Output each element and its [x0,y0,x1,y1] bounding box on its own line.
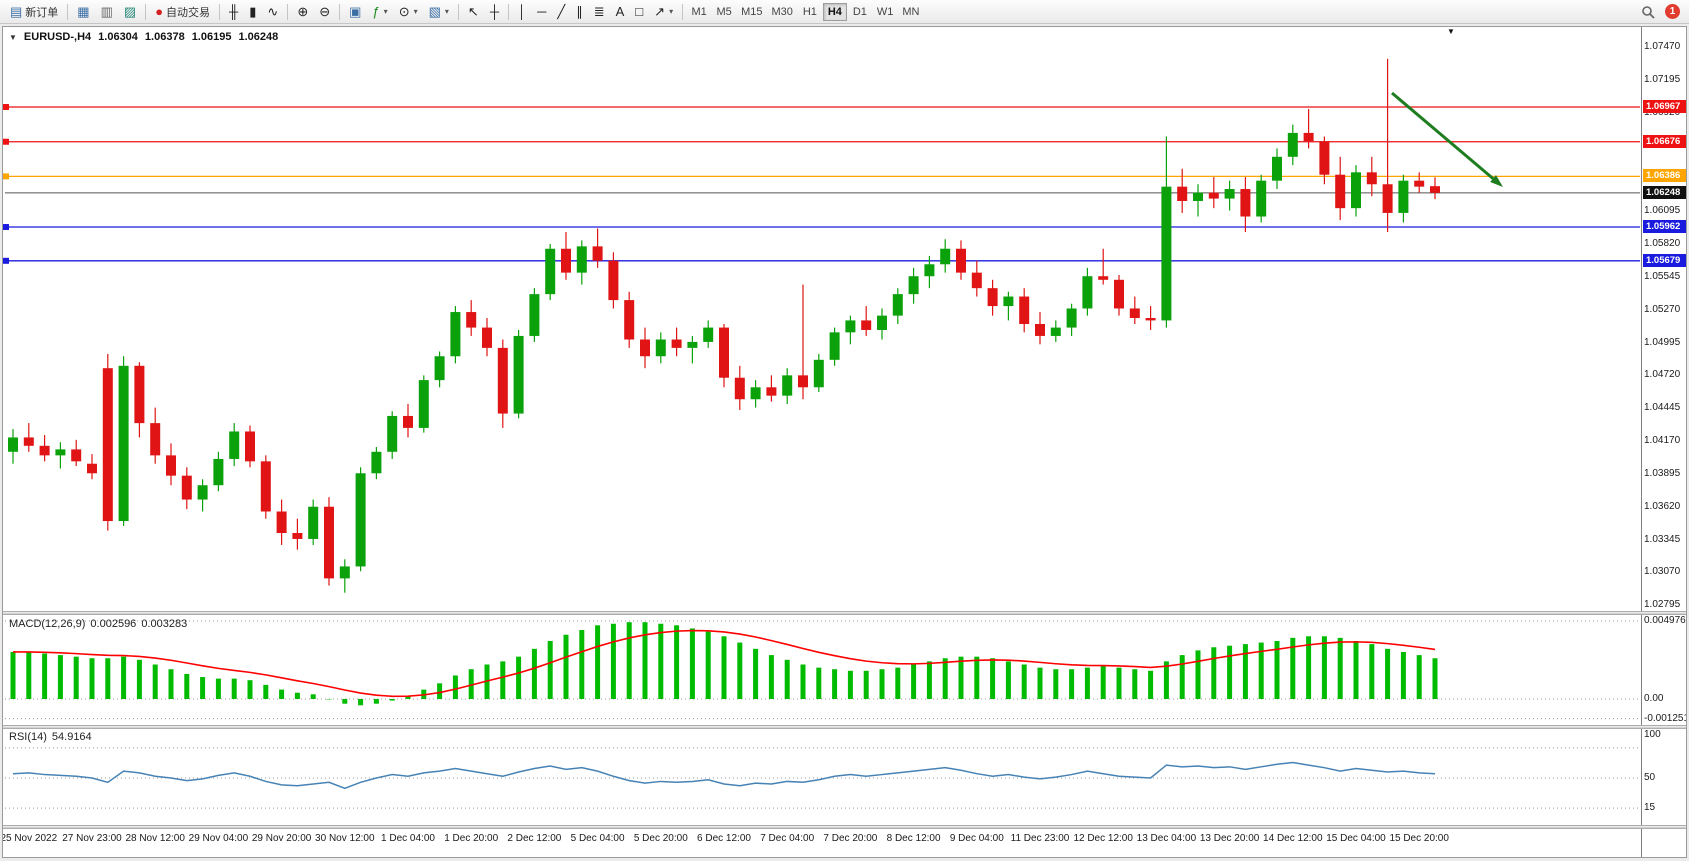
timeframe-h1-button[interactable]: H1 [798,3,822,21]
timeframe-h4-button[interactable]: H4 [822,2,847,21]
new-order-label: 新订单 [25,6,59,19]
cursor-button[interactable]: ↖ [463,2,484,22]
horizontal-line-icon: ─ [537,4,547,19]
hline-left-marker [3,103,9,110]
fibonacci-button[interactable]: ≣ [589,2,610,22]
trend-arrow-head [1490,175,1503,187]
tile-windows-button[interactable]: ▣ [344,2,366,22]
toolbar-separator [287,3,289,20]
auto-trading-icon: ● [155,4,164,19]
zoom-out-icon: ⊖ [319,4,331,19]
charts-button[interactable]: ▦ [72,2,94,22]
trend-arrow[interactable] [1391,91,1495,180]
market-watch-icon: ▨ [123,4,137,19]
market-watch-button[interactable]: ▨ [119,2,141,22]
chevron-down-icon: ▾ [669,7,674,16]
horizontal-line-button[interactable]: ─ [532,2,551,22]
bar-chart-button[interactable]: ╫ [224,2,243,22]
indicators-icon: ƒ [372,4,380,19]
timeframe-m30-button[interactable]: M30 [767,3,796,21]
rsi-line [12,761,1436,790]
chevron-down-icon: ▾ [383,7,388,16]
text-label-icon: □ [635,4,644,19]
hline-left-marker [3,224,9,231]
toolbar-separator [219,3,221,20]
search-button[interactable] [1636,2,1660,22]
channel-icon: ∥ [576,4,583,19]
toolbar-separator [145,3,147,20]
hline-left-marker [3,173,9,180]
chart-canvas[interactable] [3,27,1686,857]
toolbar-separator [457,3,459,20]
auto-trading-button[interactable]: ● 自动交易 [150,2,215,22]
crosshair-button[interactable]: ┼ [485,2,504,22]
timeframe-m5-button[interactable]: M5 [712,3,736,21]
vertical-line-icon: │ [518,4,527,19]
toolbar-separator [67,3,69,20]
toolbar-separator [339,3,341,20]
zoom-in-icon: ⊕ [297,4,309,19]
periods-icon: ⊙ [398,4,410,19]
timeframe-d1-button[interactable]: D1 [848,3,872,21]
arrows-icon: ↗ [654,4,666,19]
candlestick-chart-button[interactable]: ▮ [244,2,261,22]
hline-left-marker [3,257,9,264]
line-chart-button[interactable]: ∿ [262,2,283,22]
channel-button[interactable]: ∥ [571,2,588,22]
tile-windows-icon: ▣ [349,4,362,19]
periods-button[interactable]: ⊙ ▾ [394,2,423,22]
fibonacci-icon: ≣ [593,4,605,19]
candlestick-chart-icon: ▮ [249,4,257,19]
hline-left-marker [3,138,9,145]
chevron-down-icon: ▾ [413,7,418,16]
chevron-down-icon: ▾ [444,7,449,16]
indicators-button[interactable]: ƒ ▾ [367,2,392,22]
toolbar-separator [682,3,684,20]
trendline-button[interactable]: ╱ [552,2,570,22]
new-order-icon: ▤ [10,4,23,19]
timeframe-mn-button[interactable]: MN [898,3,923,21]
line-chart-icon: ∿ [267,4,279,19]
zoom-out-button[interactable]: ⊖ [314,2,335,22]
cursor-icon: ↖ [467,4,479,19]
timeframe-m1-button[interactable]: M1 [687,3,711,21]
crosshair-icon: ┼ [489,4,500,19]
profiles-icon: ▥ [100,4,113,19]
vertical-line-button[interactable]: │ [513,2,531,22]
trendline-icon: ╱ [557,4,566,19]
bar-chart-icon: ╫ [229,4,239,19]
main-toolbar: ▤ 新订单 ▦ ▥ ▨ ● 自动交易 ╫ ▮ ∿ ⊕ ⊖ ▣ ƒ ▾ ⊙ ▾ ▧… [0,0,1689,24]
new-order-button[interactable]: ▤ 新订单 [5,2,63,22]
templates-button[interactable]: ▧ ▾ [424,2,454,22]
timeframe-m15-button[interactable]: M15 [737,3,766,21]
macd-signal-line [13,629,1436,698]
auto-trading-label: 自动交易 [166,6,211,19]
text-icon: A [615,4,625,19]
text-button[interactable]: A [611,2,630,22]
templates-icon: ▧ [428,4,441,19]
search-icon [1642,5,1655,19]
arrows-button[interactable]: ↗ ▾ [649,2,678,22]
candles-layer [8,58,1440,593]
timeframe-w1-button[interactable]: W1 [873,3,898,21]
macd-histogram [10,622,1438,706]
notification-badge[interactable]: 1 [1665,4,1680,19]
toolbar-separator [508,3,510,20]
zoom-in-button[interactable]: ⊕ [292,2,313,22]
text-label-button[interactable]: □ [630,2,648,22]
charts-icon: ▦ [77,4,90,19]
profiles-button[interactable]: ▥ [96,2,118,22]
chart-window: ▼ EURUSD-,H4 1.06304 1.06378 1.06195 1.0… [2,26,1687,858]
